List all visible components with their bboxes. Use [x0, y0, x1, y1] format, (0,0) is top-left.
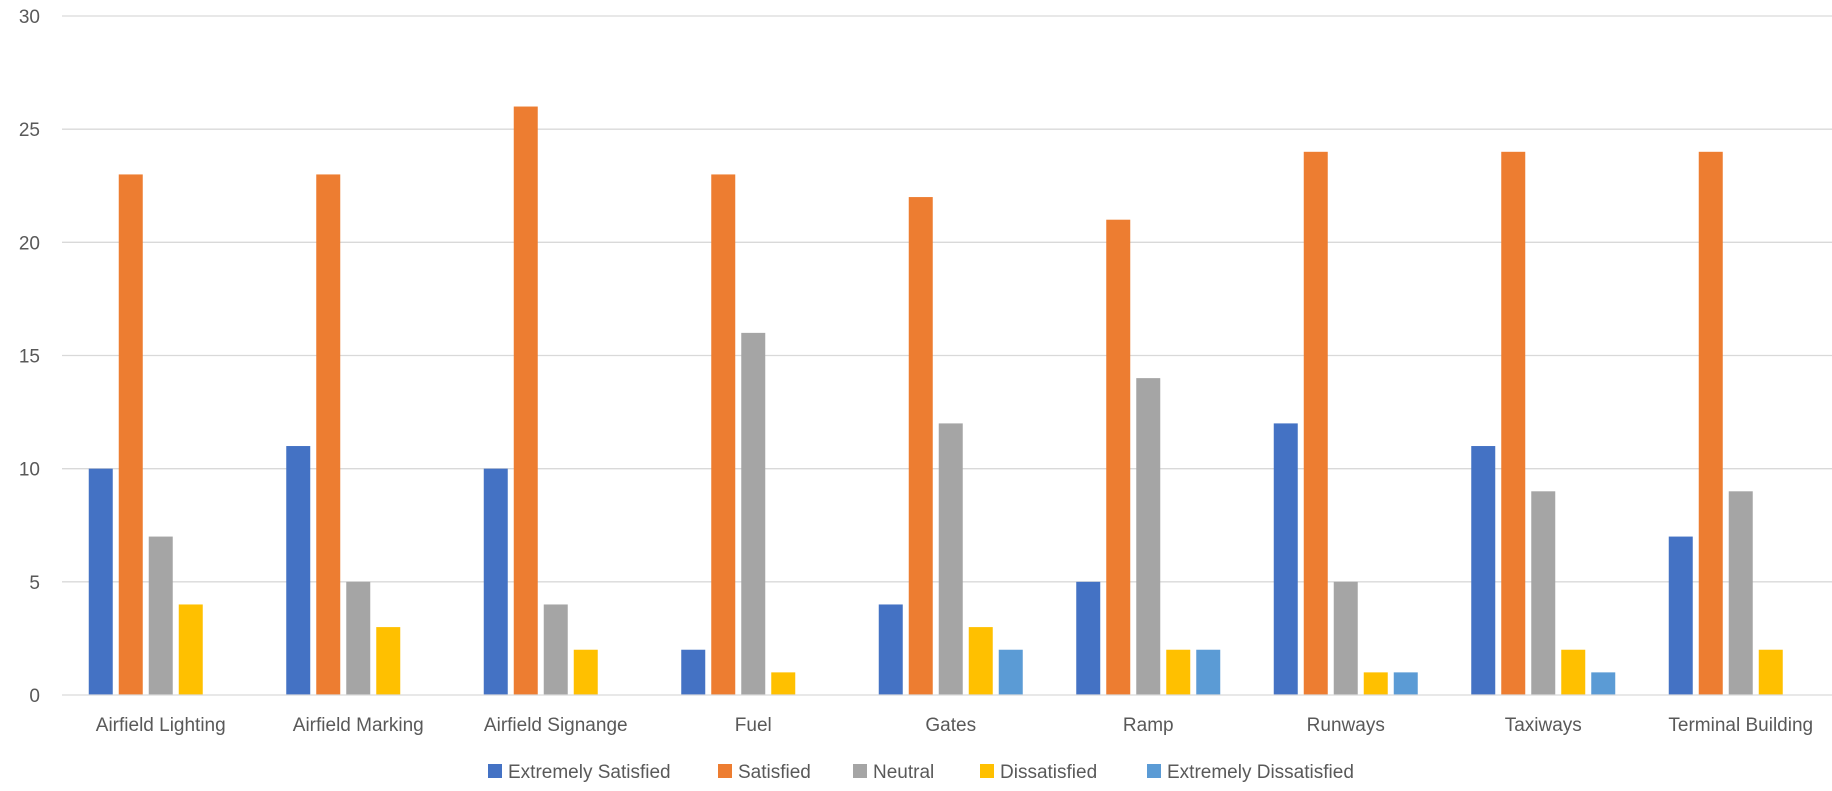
legend-swatch: [853, 764, 867, 778]
y-tick-label: 15: [19, 347, 40, 368]
bar: [878, 604, 903, 695]
legend-label: Extremely Satisfied: [508, 762, 671, 783]
bar: [1531, 491, 1556, 695]
bar: [1561, 649, 1586, 695]
legend-label: Extremely Dissatisfied: [1167, 762, 1354, 783]
bar: [1106, 219, 1131, 695]
bar: [1303, 151, 1328, 696]
legend-label: Satisfied: [738, 762, 811, 783]
bar: [483, 468, 508, 695]
legend-label: Dissatisfied: [1000, 762, 1097, 783]
legend-item: Extremely Dissatisfied: [1147, 762, 1354, 783]
x-tick-label: Taxiways: [1505, 715, 1582, 736]
bar: [346, 581, 371, 695]
bar: [908, 197, 933, 696]
x-tick-label: Fuel: [735, 715, 772, 736]
y-tick-label: 0: [29, 686, 40, 707]
y-tick-label: 5: [29, 573, 40, 594]
bar: [1333, 581, 1358, 695]
bar: [1166, 649, 1191, 695]
legend-swatch: [1147, 764, 1161, 778]
bar: [1196, 649, 1221, 695]
bar: [376, 627, 401, 695]
x-axis-tick-labels: Airfield Lighting Airfield Marking Airfiel…: [96, 715, 1813, 736]
bar: [1363, 672, 1388, 695]
bar: [711, 174, 736, 695]
y-axis-ticks: 0 5 10 15 20 25 30: [19, 7, 40, 707]
bar: [741, 332, 766, 695]
legend-swatch: [980, 764, 994, 778]
bar: [1393, 672, 1418, 695]
y-tick-label: 30: [19, 7, 40, 28]
bar: [1471, 446, 1496, 695]
bar: [1728, 491, 1753, 695]
bar: [938, 423, 963, 695]
x-tick-label: Gates: [925, 715, 976, 736]
y-tick-label: 25: [19, 120, 40, 141]
bars: [88, 106, 1783, 696]
legend: Extremely Satisfied Satisfied Neutral Dissa…: [488, 762, 1354, 783]
x-tick-label: Terminal Building: [1668, 715, 1813, 736]
bar: [178, 604, 203, 695]
legend-item: Satisfied: [718, 762, 811, 783]
x-tick-label: Runways: [1307, 715, 1385, 736]
x-tick-label: Airfield Signange: [484, 715, 628, 736]
bar: [573, 649, 598, 695]
legend-swatch: [488, 764, 502, 778]
legend-item: Extremely Satisfied: [488, 762, 671, 783]
bar: [1501, 151, 1526, 696]
x-tick-label: Airfield Lighting: [96, 715, 226, 736]
bar: [1591, 672, 1616, 695]
x-tick-label: Ramp: [1123, 715, 1174, 736]
bar: [118, 174, 143, 695]
legend-swatch: [718, 764, 732, 778]
bar: [771, 672, 796, 695]
y-tick-label: 20: [19, 233, 40, 254]
bar: [148, 536, 173, 695]
bar: [1758, 649, 1783, 695]
bar: [513, 106, 538, 696]
bar: [681, 649, 706, 695]
legend-label: Neutral: [873, 762, 934, 783]
bar: [1273, 423, 1298, 695]
bar: [316, 174, 341, 695]
bar: [286, 446, 311, 695]
legend-item: Neutral: [853, 762, 934, 783]
bar: [1136, 378, 1161, 695]
bar: [1076, 581, 1101, 695]
bar: [88, 468, 113, 695]
legend-item: Dissatisfied: [980, 762, 1097, 783]
y-tick-label: 10: [19, 460, 40, 481]
bar: [543, 604, 568, 695]
bar: [1668, 536, 1693, 695]
bar: [968, 627, 993, 695]
bar: [1698, 151, 1723, 696]
x-tick-label: Airfield Marking: [293, 715, 424, 736]
bar: [998, 649, 1023, 695]
